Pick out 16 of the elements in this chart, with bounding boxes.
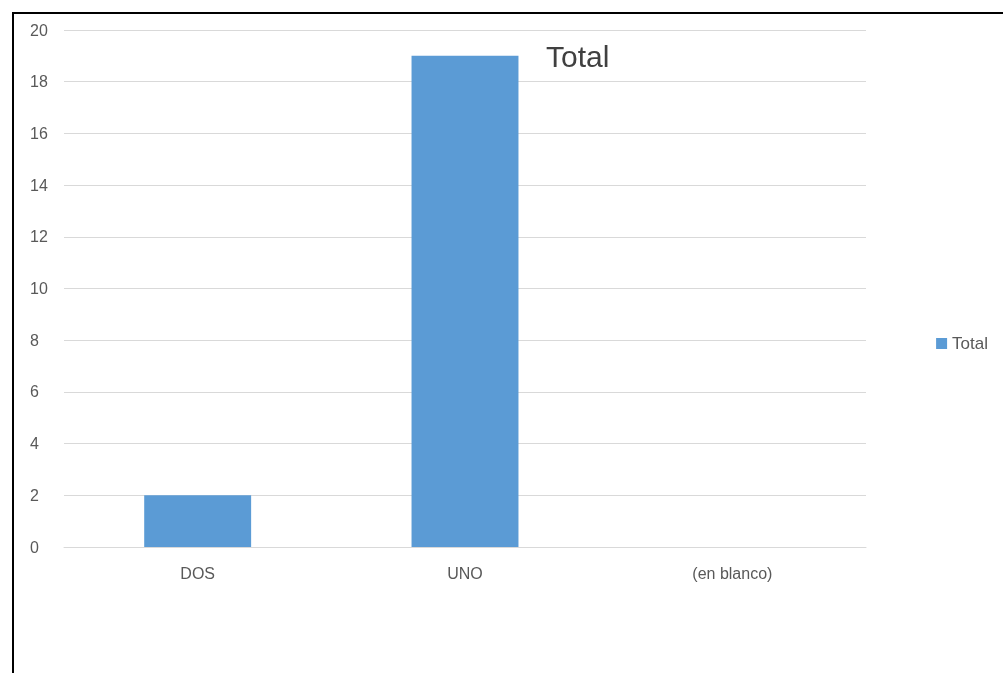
y-tick-label: 2 [30, 486, 39, 504]
y-tick-label: 8 [30, 331, 39, 349]
x-tick-label: DOS [180, 564, 215, 582]
y-tick-label: 0 [30, 538, 39, 556]
y-tick-label: 16 [30, 124, 48, 142]
x-tick-label: (en blanco) [692, 564, 773, 582]
y-tick-label: 12 [30, 228, 48, 246]
y-tick-label: 14 [30, 176, 48, 194]
chart-title: Total [546, 39, 610, 73]
legend-label: Total [952, 334, 989, 353]
y-tick-label: 4 [30, 435, 39, 453]
x-tick-label: UNO [447, 564, 483, 582]
y-tick-label: 10 [30, 280, 48, 297]
y-tick-label: 20 [30, 21, 48, 39]
y-tick-label: 6 [30, 383, 39, 401]
y-tick-label: 18 [30, 73, 48, 91]
